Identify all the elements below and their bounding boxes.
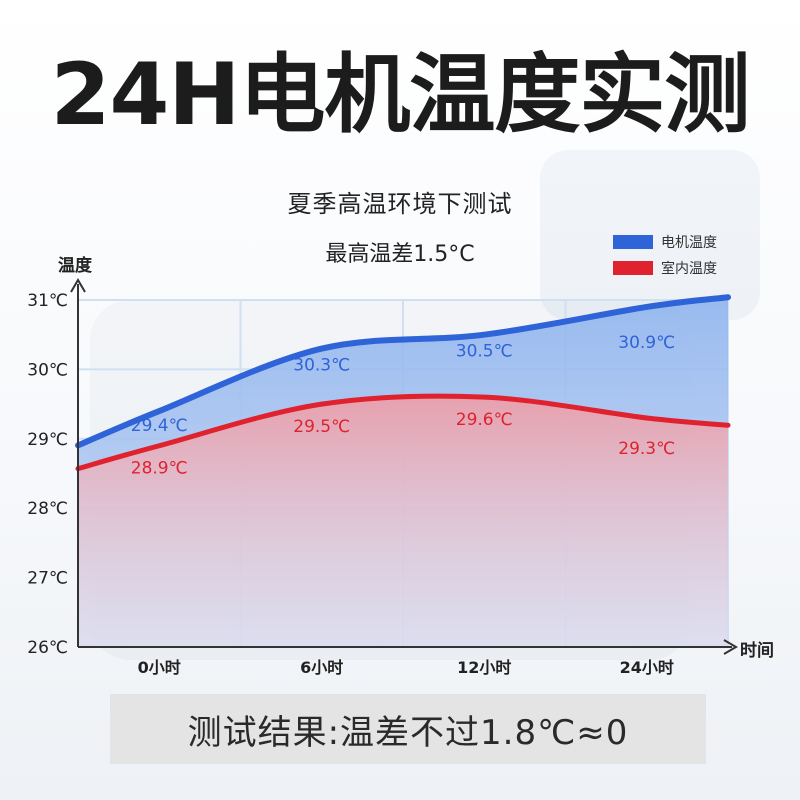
x-tick-label: 6小时: [300, 658, 343, 677]
data-label-indoor: 28.9℃: [131, 459, 188, 479]
data-label-indoor: 29.5℃: [293, 417, 350, 437]
series-line-motor: [75, 294, 731, 449]
data-label-motor: 30.9℃: [618, 333, 675, 353]
x-axis-arrow: [723, 639, 738, 655]
data-label-motor: 30.5℃: [456, 342, 513, 362]
legend-label-motor: 电机温度: [661, 235, 717, 251]
result-banner: 测试结果:温差不过1.8℃≈0: [110, 694, 706, 764]
x-tick-label: 12小时: [457, 658, 511, 677]
x-tick-label: 0小时: [138, 658, 181, 677]
result-text: 测试结果:温差不过1.8℃≈0: [187, 712, 629, 753]
data-label-motor: 30.3℃: [293, 356, 350, 376]
y-tick-label: 28℃: [27, 499, 68, 519]
chart-note: 最高温差1.5°C: [325, 242, 475, 267]
legend-swatch-indoor: [613, 261, 653, 275]
data-label-motor: 29.4℃: [131, 416, 188, 436]
y-axis-arrow: [70, 278, 86, 293]
y-tick-label: 31℃: [27, 291, 68, 311]
area-indoor-temperature: [78, 396, 728, 647]
x-axis-label: 时间: [740, 640, 774, 661]
legend-label-indoor: 室内温度: [661, 261, 717, 277]
x-tick-label: 24小时: [620, 658, 674, 677]
legend-swatch-motor: [613, 235, 653, 249]
legend-item-motor: 电机温度: [613, 229, 717, 255]
page-title: 24H电机温度实测: [50, 45, 751, 145]
chart-legend: 电机温度 室内温度: [613, 229, 717, 281]
y-tick-label: 30℃: [27, 360, 68, 380]
chart-subtitle: 夏季高温环境下测试: [287, 190, 513, 218]
y-tick-label: 29℃: [27, 430, 68, 450]
legend-item-indoor: 室内温度: [613, 255, 717, 281]
y-tick-label: 27℃: [27, 569, 68, 589]
data-label-indoor: 29.3℃: [618, 439, 675, 459]
y-axis-label: 温度: [58, 255, 93, 276]
series-line-indoor: [75, 393, 731, 472]
data-label-indoor: 29.6℃: [456, 410, 513, 430]
y-tick-label: 26℃: [27, 638, 68, 658]
